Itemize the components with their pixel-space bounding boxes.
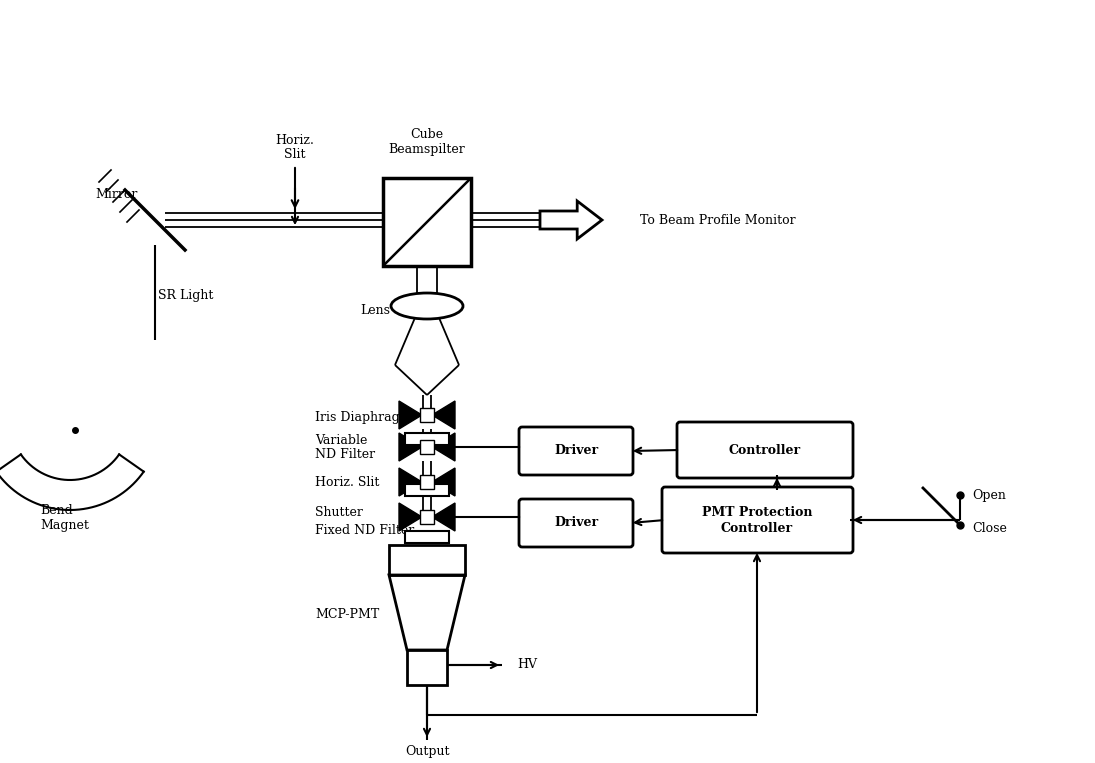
- Bar: [405, 531, 449, 543]
- Polygon shape: [399, 433, 422, 461]
- Bar: [405, 433, 449, 445]
- Text: Iris Diaphragm: Iris Diaphragm: [315, 411, 412, 424]
- Polygon shape: [399, 401, 422, 429]
- FancyBboxPatch shape: [662, 487, 853, 553]
- Text: Fixed ND Filter: Fixed ND Filter: [315, 523, 414, 536]
- Text: Cube: Cube: [411, 128, 443, 141]
- Text: Beamspilter: Beamspilter: [389, 143, 465, 156]
- Polygon shape: [433, 433, 456, 461]
- Text: Horiz. Slit: Horiz. Slit: [315, 475, 379, 488]
- Polygon shape: [433, 468, 456, 496]
- Polygon shape: [399, 468, 422, 496]
- Text: Close: Close: [972, 521, 1007, 535]
- Bar: [389, 545, 465, 575]
- Text: MCP-PMT: MCP-PMT: [315, 609, 379, 622]
- Text: ND Filter: ND Filter: [315, 449, 376, 462]
- Bar: [420, 440, 434, 454]
- Text: Mirror: Mirror: [95, 188, 137, 201]
- Text: To Beam Profile Monitor: To Beam Profile Monitor: [639, 214, 796, 227]
- FancyBboxPatch shape: [519, 499, 633, 547]
- Bar: [420, 510, 434, 524]
- Text: Slit: Slit: [285, 149, 306, 162]
- Polygon shape: [399, 503, 422, 531]
- Text: Variable: Variable: [315, 433, 368, 446]
- Bar: [420, 475, 434, 489]
- FancyBboxPatch shape: [677, 422, 853, 478]
- Text: Driver: Driver: [554, 445, 598, 458]
- Text: Output: Output: [405, 745, 449, 758]
- FancyBboxPatch shape: [519, 427, 633, 475]
- Text: Bend: Bend: [41, 504, 72, 517]
- Text: Shutter: Shutter: [315, 506, 362, 519]
- Text: Controller: Controller: [729, 443, 802, 456]
- Text: Controller: Controller: [721, 521, 793, 535]
- Bar: [420, 408, 434, 422]
- Text: PMT Protection: PMT Protection: [702, 506, 812, 519]
- Bar: [407, 650, 447, 685]
- Polygon shape: [433, 503, 456, 531]
- Polygon shape: [433, 401, 456, 429]
- Text: Magnet: Magnet: [41, 519, 89, 532]
- Text: HV: HV: [517, 658, 537, 671]
- Text: SR Light: SR Light: [158, 288, 214, 301]
- Text: Lens: Lens: [360, 304, 390, 317]
- Bar: [405, 484, 449, 496]
- Text: Horiz.: Horiz.: [276, 134, 314, 146]
- Ellipse shape: [391, 293, 463, 319]
- Bar: [383, 178, 471, 266]
- Text: Open: Open: [972, 488, 1006, 501]
- Text: Driver: Driver: [554, 517, 598, 530]
